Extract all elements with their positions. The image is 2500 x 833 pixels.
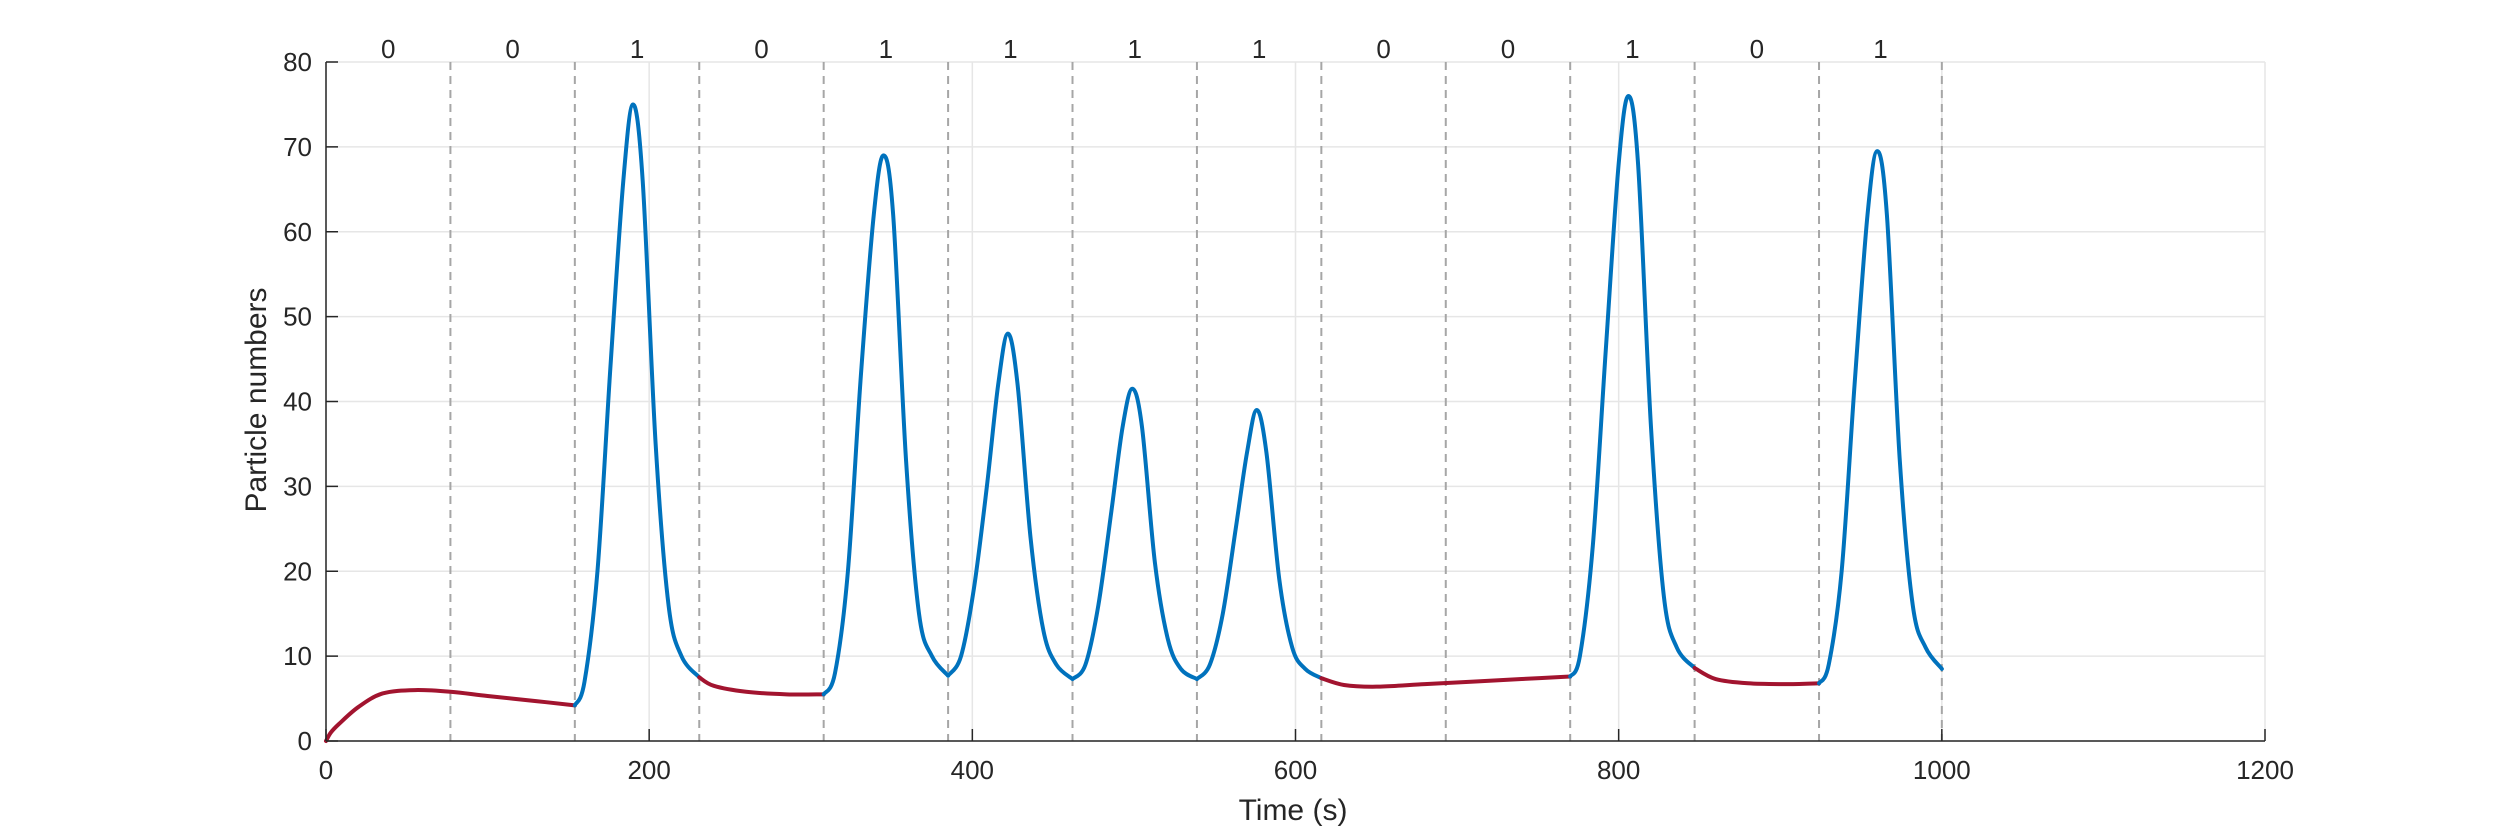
- state-boundaries: [449, 62, 1943, 741]
- y-tick-label: 80: [283, 47, 312, 77]
- grid: [325, 61, 2266, 742]
- y-axis-label: Particle numbers: [240, 287, 273, 512]
- y-tick-label: 30: [283, 471, 312, 501]
- state-label: 1: [1252, 34, 1266, 64]
- y-tick-label: 50: [283, 302, 312, 332]
- x-axis-label: Time (s): [1239, 794, 1348, 827]
- state-label: 0: [1376, 34, 1390, 64]
- state-label: 0: [381, 34, 395, 64]
- state-label: 1: [1625, 34, 1639, 64]
- state-0-trace: [324, 688, 577, 743]
- state-label: 1: [1003, 34, 1017, 64]
- state-0-trace: [1692, 666, 1822, 687]
- state-label: 0: [505, 34, 519, 64]
- x-tick-label: 800: [1597, 755, 1640, 785]
- state-label: 0: [1750, 34, 1764, 64]
- axes: [325, 61, 2266, 742]
- state-labels: 0 0 1 0 1 1 1 1 0 0 1 0 1: [381, 34, 1888, 64]
- state-1-trace: [1568, 93, 1697, 679]
- y-tick-label: 20: [283, 556, 312, 586]
- state-1-trace: [572, 102, 702, 708]
- x-tick-label: 600: [1274, 755, 1317, 785]
- tick-labels: 0 200 400 600 800 1000 1200 0 10 20 30 40 50 60 70 80: [283, 47, 2294, 785]
- state-1-trace: [1070, 386, 1199, 682]
- state-label: 1: [630, 34, 644, 64]
- state-label: 0: [1501, 34, 1515, 64]
- x-tick-label: 200: [627, 755, 670, 785]
- state-1-trace: [946, 331, 1075, 682]
- series-traces: [324, 93, 1944, 743]
- state-label: 1: [1873, 34, 1887, 64]
- y-tick-label: 40: [283, 387, 312, 417]
- y-tick-label: 0: [298, 726, 312, 756]
- x-tick-label: 1200: [2236, 755, 2294, 785]
- x-tick-label: 0: [319, 755, 333, 785]
- state-1-trace: [1817, 149, 1944, 686]
- state-label: 1: [879, 34, 893, 64]
- state-label: 0: [754, 34, 768, 64]
- state-1-trace: [1194, 407, 1324, 682]
- state-0-trace: [1319, 674, 1573, 689]
- state-label: 1: [1127, 34, 1141, 64]
- x-tick-label: 400: [951, 755, 994, 785]
- y-tick-label: 60: [283, 217, 312, 247]
- state-0-trace: [697, 675, 826, 697]
- y-tick-label: 70: [283, 132, 312, 162]
- y-tick-label: 10: [283, 641, 312, 671]
- x-tick-label: 1000: [1913, 755, 1971, 785]
- state-1-trace: [821, 153, 951, 697]
